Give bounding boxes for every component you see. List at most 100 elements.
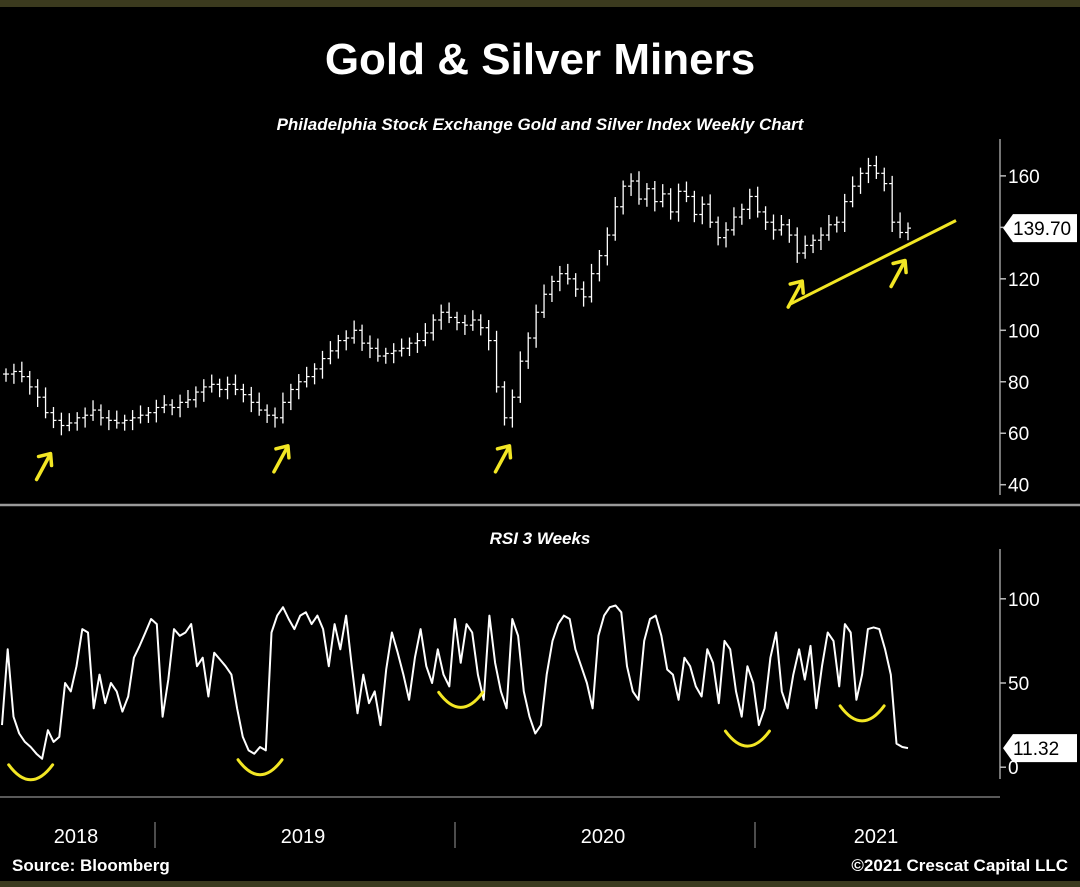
- price-bar: [889, 175, 896, 232]
- price-last-value: 139.70: [1013, 219, 1071, 240]
- copyright-note: ©2021 Crescat Capital LLC: [851, 856, 1068, 875]
- price-bar: [184, 390, 191, 409]
- price-bar: [881, 167, 888, 192]
- price-bar: [422, 323, 429, 347]
- price-bar: [580, 281, 587, 307]
- price-up-arrow: [272, 444, 291, 474]
- price-bar: [66, 413, 73, 432]
- price-bar: [588, 263, 595, 303]
- price-axis-tick-label: 80: [1008, 373, 1029, 394]
- price-bar: [525, 332, 532, 369]
- price-bar: [723, 222, 730, 248]
- price-bar: [643, 183, 650, 207]
- price-bar: [612, 196, 619, 241]
- price-bar: [873, 155, 880, 179]
- price-bar: [3, 368, 9, 382]
- price-bar: [256, 392, 263, 416]
- price-bar: [105, 410, 112, 431]
- price-bar: [327, 341, 334, 365]
- year-label: 2018: [54, 826, 99, 848]
- price-up-arrow: [34, 451, 54, 482]
- price-bar: [817, 227, 824, 250]
- price-bar: [802, 235, 809, 259]
- rsi-bottom-marker: [838, 704, 886, 723]
- price-bar: [857, 167, 864, 194]
- rsi-axis-tick-label: 0: [1008, 758, 1019, 779]
- top-frame: [0, 0, 1080, 7]
- price-bar: [50, 406, 57, 429]
- price-bar: [414, 332, 421, 353]
- year-label: 2019: [281, 826, 326, 848]
- price-bar: [833, 216, 840, 233]
- source-note: Source: Bloomberg: [12, 856, 170, 875]
- price-bar: [264, 404, 271, 423]
- price-bar: [430, 314, 437, 341]
- price-bar: [390, 343, 397, 364]
- price-bar: [438, 304, 445, 330]
- price-bar: [810, 234, 817, 254]
- price-axis-tick-label: 60: [1008, 424, 1029, 445]
- price-bar: [620, 180, 627, 215]
- price-bar: [628, 173, 635, 196]
- price-bar: [121, 414, 128, 431]
- price-annotations: [34, 219, 957, 482]
- price-bar: [794, 227, 801, 263]
- bottom-frame: [0, 881, 1080, 887]
- price-bar: [541, 284, 548, 318]
- price-bar: [786, 219, 793, 243]
- rsi-last-value-badge: 11.32: [1003, 734, 1077, 763]
- price-bars: [3, 155, 911, 436]
- price-bar: [351, 320, 358, 344]
- price-bar: [454, 311, 460, 331]
- support-trendline: [788, 219, 957, 306]
- price-bar: [224, 376, 231, 400]
- price-bar: [548, 275, 555, 302]
- price-bar: [778, 215, 785, 236]
- price-bar: [382, 347, 389, 364]
- price-bar: [240, 383, 247, 403]
- price-bar: [10, 363, 17, 384]
- rsi-line: [1, 604, 909, 760]
- price-bar: [493, 330, 500, 393]
- rsi-series-line: [1, 604, 909, 760]
- price-bar: [691, 190, 698, 223]
- price-bar: [477, 314, 484, 336]
- rsi-annotations: [7, 690, 886, 782]
- price-bar: [707, 194, 714, 228]
- price-bar: [129, 410, 136, 431]
- price-bar: [841, 193, 848, 232]
- price-bar: [556, 265, 563, 292]
- price-bar: [97, 404, 104, 426]
- price-bar: [683, 181, 690, 203]
- price-bar: [319, 350, 326, 379]
- price-bar: [137, 405, 144, 424]
- price-bar: [659, 184, 666, 208]
- price-bar: [145, 406, 152, 423]
- price-bar: [635, 171, 642, 205]
- price-bar: [469, 310, 476, 331]
- rsi-chart-title: RSI 3 Weeks: [490, 529, 591, 548]
- price-bar: [715, 216, 722, 246]
- price-bar: [169, 399, 176, 416]
- price-bar: [738, 203, 745, 225]
- price-bar: [596, 250, 603, 282]
- price-bar: [153, 399, 160, 423]
- price-bar: [398, 338, 405, 357]
- price-bar: [667, 188, 674, 220]
- price-bar: [287, 383, 294, 411]
- price-bar: [366, 335, 373, 359]
- price-bar: [905, 222, 911, 241]
- price-bar: [651, 181, 658, 212]
- price-bar: [675, 183, 682, 222]
- price-bar: [208, 374, 215, 393]
- price-axis-ticks: 406080100120140160: [999, 139, 1040, 497]
- rsi-bottom-marker: [437, 690, 485, 709]
- price-bar: [604, 227, 611, 266]
- price-axis-tick-label: 120: [1008, 270, 1040, 291]
- year-label: 2020: [581, 826, 626, 848]
- price-bar: [754, 186, 761, 218]
- price-axis-tick-label: 160: [1008, 167, 1040, 188]
- price-bar: [533, 304, 540, 348]
- price-bar: [74, 412, 81, 431]
- price-bar: [730, 207, 737, 236]
